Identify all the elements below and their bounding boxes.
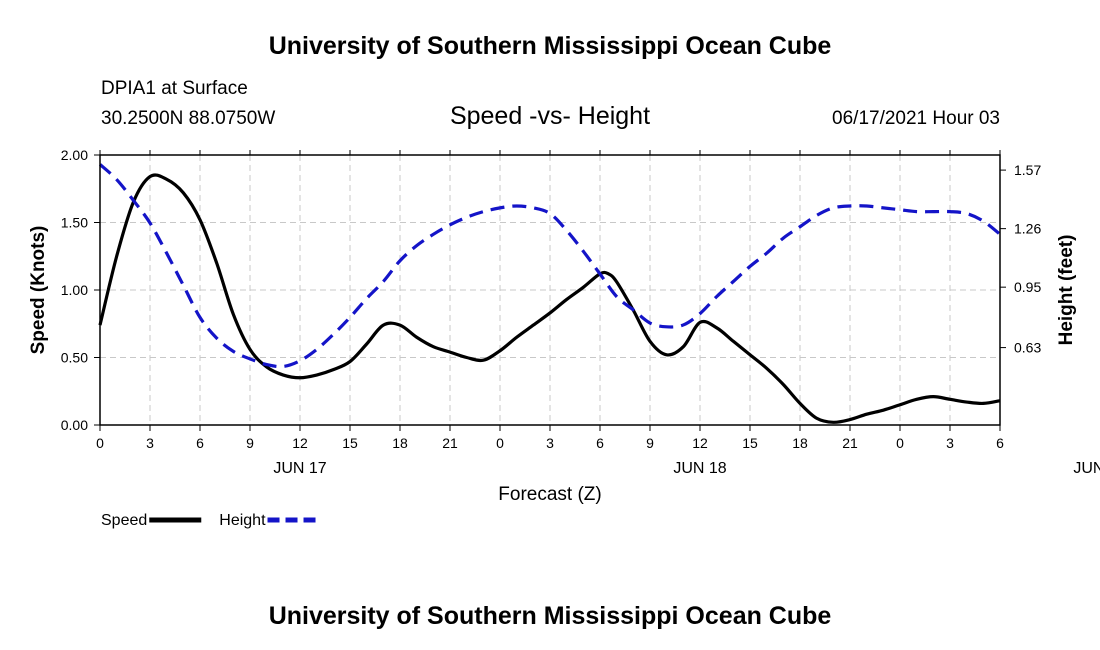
station-label: DPIA1 at Surface xyxy=(101,78,248,99)
x-tick-label: 6 xyxy=(996,435,1004,451)
datetime-label: 06/17/2021 Hour 03 xyxy=(832,108,1000,129)
height-series-line xyxy=(98,163,1002,369)
legend-label-speed: Speed xyxy=(101,512,147,529)
coords-label: 30.2500N 88.0750W xyxy=(101,108,275,129)
x-tick-label: 15 xyxy=(342,435,358,451)
y-right-tick-label: 1.57 xyxy=(1014,162,1041,178)
x-date-label: JUN 17 xyxy=(273,460,326,477)
speed-series-line xyxy=(98,173,1001,424)
x-tick-label: 0 xyxy=(96,435,104,451)
legend: Speed Height xyxy=(101,512,320,529)
y-right-tick-label: 0.63 xyxy=(1014,340,1041,356)
series-group xyxy=(98,163,1002,424)
x-tick-label: 3 xyxy=(146,435,154,451)
bottom-title: University of Southern Mississippi Ocean… xyxy=(269,602,832,630)
x-date-label: JUN 18 xyxy=(673,460,726,477)
x-tick-label: 18 xyxy=(392,435,408,451)
x-tick-label: 9 xyxy=(646,435,654,451)
x-tick-label: 0 xyxy=(896,435,904,451)
y-right-tick-label: 0.95 xyxy=(1014,279,1041,295)
x-tick-label: 3 xyxy=(546,435,554,451)
x-tick-label: 15 xyxy=(742,435,758,451)
x-tick-label: 0 xyxy=(496,435,504,451)
x-tick-label: 21 xyxy=(842,435,858,451)
x-date-label: JUN 19 xyxy=(1073,460,1100,477)
grid xyxy=(100,155,1000,425)
y-right-tick-label: 1.26 xyxy=(1014,221,1041,237)
y-left-tick-label: 0.50 xyxy=(61,350,88,366)
x-tick-label: 18 xyxy=(792,435,808,451)
y-axis-right-label: Height (feet) xyxy=(1056,235,1077,346)
x-tick-label: 21 xyxy=(442,435,458,451)
y-axis-left-label: Speed (Knots) xyxy=(28,226,49,355)
y-left-tick-label: 2.00 xyxy=(61,147,88,163)
x-tick-label: 9 xyxy=(246,435,254,451)
x-tick-label: 6 xyxy=(196,435,204,451)
top-title: University of Southern Mississippi Ocean… xyxy=(269,32,832,60)
x-tick-label: 12 xyxy=(692,435,708,451)
y-left-tick-label: 0.00 xyxy=(61,417,88,433)
axes: 0 3 6 9 12 15 18 21 0 3 6 9 12 15 18 21 0 3 6 JUN 17 JUN 18 J… xyxy=(61,147,1100,477)
y-left-tick-label: 1.50 xyxy=(61,215,88,231)
legend-label-height: Height xyxy=(219,512,266,529)
chart-title: Speed -vs- Height xyxy=(450,102,650,130)
x-tick-label: 6 xyxy=(596,435,604,451)
y-left-tick-label: 1.00 xyxy=(61,282,88,298)
x-tick-label: 3 xyxy=(946,435,954,451)
x-tick-label: 12 xyxy=(292,435,308,451)
x-axis-label: Forecast (Z) xyxy=(498,484,601,505)
